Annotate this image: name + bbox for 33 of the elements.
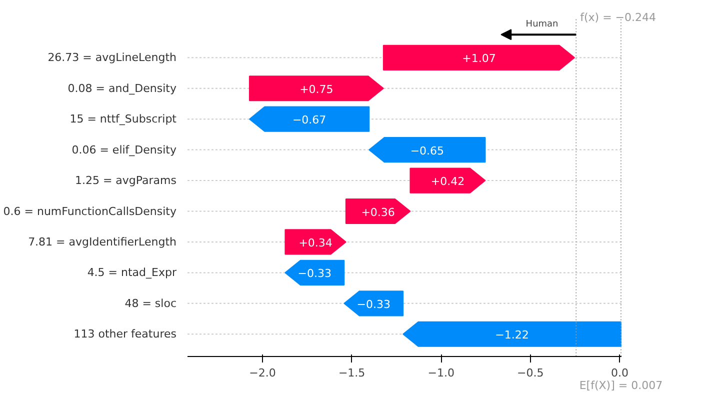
y-tick-label: 7.81 = avgIdentifierLength [28, 235, 177, 248]
data-label: +0.75 [300, 82, 334, 96]
data-label: −0.65 [410, 144, 444, 158]
y-tick-label: 0.08 = and_Density [68, 82, 177, 95]
y-tick-label: 4.5 = ntad_Expr [87, 266, 177, 280]
data-label: −0.67 [292, 114, 326, 127]
bar [402, 321, 622, 347]
bar [248, 106, 370, 132]
data-label: +1.07 [462, 52, 496, 66]
ref-line-label: f(x) = −0.244 [580, 10, 656, 24]
bar [368, 137, 486, 163]
y-tick-label: 113 other features [74, 328, 177, 341]
x-tick-label: −1.5 [338, 366, 366, 380]
bar [382, 44, 576, 70]
bar [248, 76, 384, 102]
data-label: −1.22 [495, 328, 529, 342]
ref-line-label: E[f(X)] = 0.007 [579, 378, 663, 392]
x-tick-label: −1.0 [428, 366, 454, 380]
y-tick-label: 26.73 = avgLineLength [48, 51, 177, 64]
y-tick-label: 1.25 = avgParams [74, 174, 177, 188]
data-label: +0.42 [430, 175, 465, 188]
data-label: +0.36 [361, 206, 395, 219]
y-tick-label: 48 = sloc [124, 296, 177, 310]
data-label: −0.33 [298, 267, 332, 280]
data-label: −0.33 [356, 298, 390, 311]
y-tick-label: 0.6 = numFunctionCallsDensity [3, 204, 177, 218]
y-tick-label: 0.06 = elif_Density [72, 143, 177, 156]
data-label: +0.34 [298, 236, 332, 250]
x-tick-label: −0.5 [517, 366, 544, 380]
x-tick-label: −2.0 [249, 366, 276, 380]
y-tick-label: 15 = nttf_Subscript [70, 112, 178, 126]
x-tick-label: 0.0 [610, 366, 628, 380]
annotation: Human [526, 20, 558, 30]
